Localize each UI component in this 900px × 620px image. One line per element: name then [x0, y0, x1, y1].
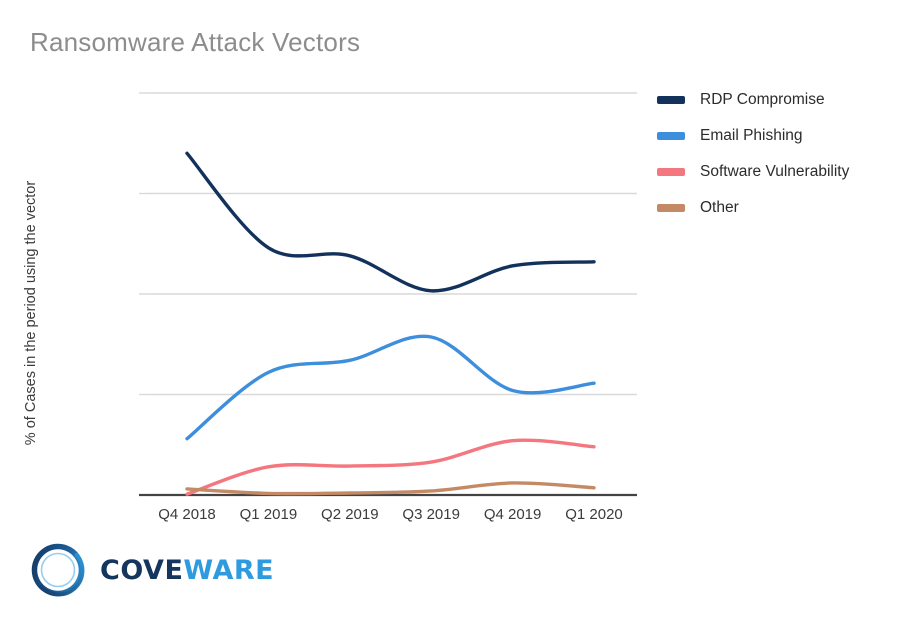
legend-item-label: Other [700, 199, 739, 216]
legend-item-label: Email Phishing [700, 127, 803, 144]
legend-swatch-icon [657, 132, 685, 140]
legend-item[interactable]: RDP Compromise [657, 82, 849, 118]
x-axis-tick-label: Q2 2019 [321, 506, 379, 523]
page-title: Ransomware Attack Vectors [30, 27, 361, 57]
x-axis-tick-label: Q4 2019 [483, 506, 542, 523]
logo-text-ware: WARE [183, 554, 275, 586]
series-line-0 [185, 151, 596, 293]
x-axis-tick-label: Q3 2019 [402, 506, 460, 523]
coveware-logo: COVEWARE [30, 542, 274, 598]
x-axis-tick-label: Q4 2018 [158, 506, 216, 523]
x-axis-tick-label: Q1 2020 [565, 506, 623, 523]
legend-item[interactable]: Email Phishing [657, 118, 849, 154]
y-axis-tick-labels: 0.0%25.0%50.0%75.0%100.0% [0, 0, 139, 620]
series-line-3 [185, 481, 596, 496]
coveware-ring-icon [31, 543, 85, 597]
legend-item[interactable]: Software Vulnerability [657, 154, 849, 190]
legend-item[interactable]: Other [657, 190, 849, 226]
legend-swatch-icon [657, 96, 685, 104]
series-line-1 [185, 334, 596, 441]
logo-text-cove: COVE [100, 554, 184, 586]
x-axis-tick-label: Q1 2019 [239, 506, 298, 523]
chart-legend: RDP Compromise Email Phishing Software Vul… [657, 82, 849, 226]
legend-item-label: RDP Compromise [700, 91, 825, 108]
legend-swatch-icon [657, 204, 685, 212]
legend-item-label: Software Vulnerability [700, 163, 850, 180]
legend-swatch-icon [657, 168, 685, 176]
series-line-2 [185, 438, 596, 496]
coveware-wordmark: COVEWARE [100, 555, 274, 586]
